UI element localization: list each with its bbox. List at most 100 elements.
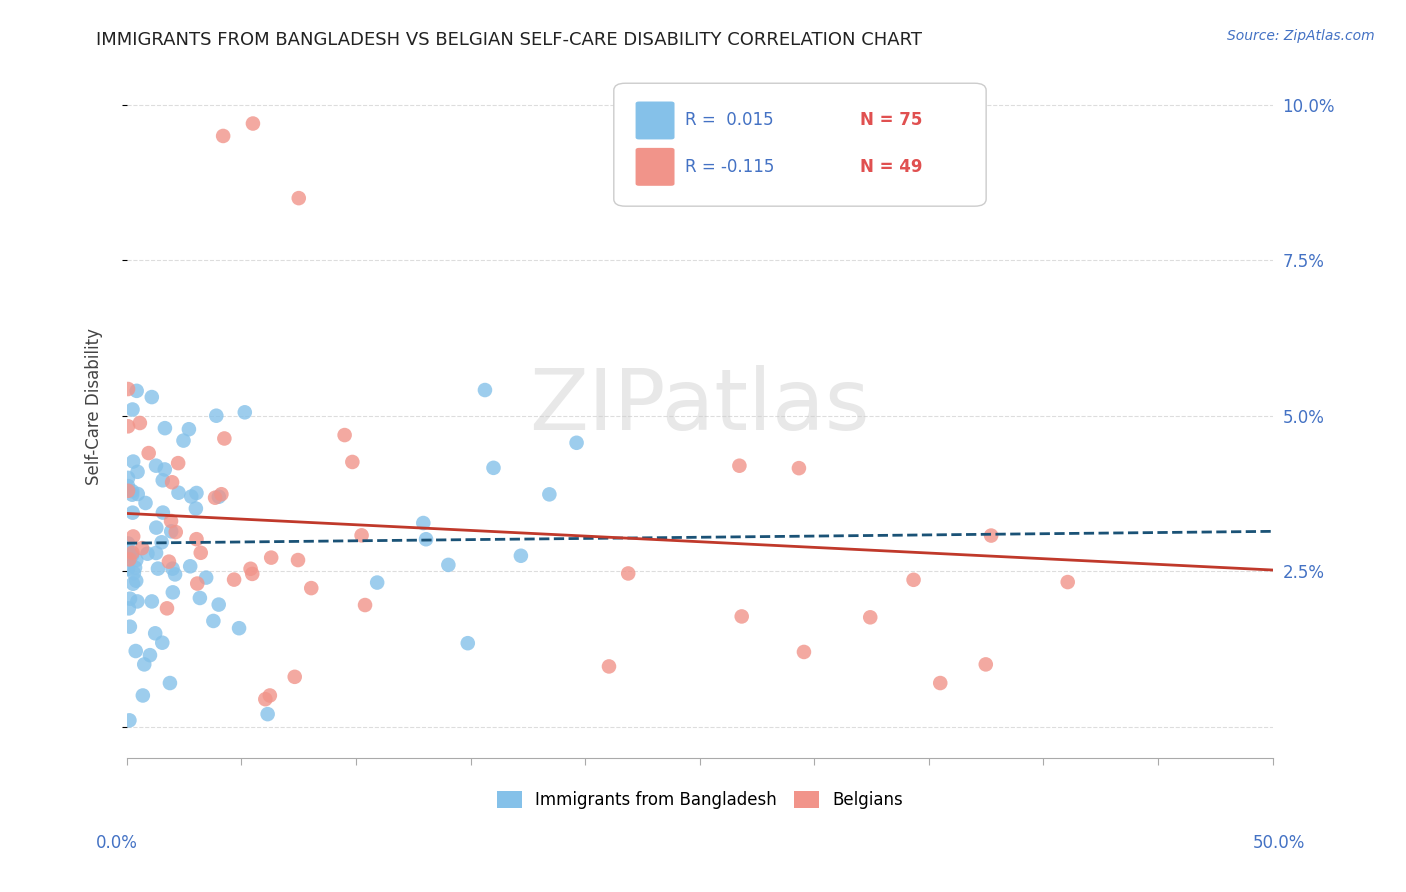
- Point: [117, 471, 139, 485]
- Point: [214, 432, 236, 446]
- Point: [132, 689, 155, 703]
- Point: [793, 645, 815, 659]
- Legend: Immigrants from Bangladesh, Belgians: Immigrants from Bangladesh, Belgians: [491, 785, 910, 816]
- Point: [157, 555, 180, 569]
- Point: [177, 422, 200, 436]
- Point: [128, 416, 150, 430]
- Point: [141, 594, 163, 608]
- Point: [145, 546, 167, 560]
- Point: [204, 491, 226, 505]
- Point: [509, 549, 531, 563]
- Point: [125, 574, 148, 588]
- Point: [903, 573, 925, 587]
- Point: [159, 676, 181, 690]
- Point: [117, 479, 139, 493]
- Point: [205, 409, 228, 423]
- Text: R =  0.015: R = 0.015: [685, 112, 773, 129]
- Point: [152, 473, 174, 487]
- Point: [117, 483, 139, 498]
- Point: [929, 676, 952, 690]
- Point: [728, 458, 751, 473]
- Point: [153, 462, 176, 476]
- Point: [437, 558, 460, 572]
- Point: [121, 484, 143, 499]
- Point: [538, 487, 561, 501]
- Point: [136, 547, 159, 561]
- Point: [209, 487, 232, 501]
- Point: [731, 609, 754, 624]
- Point: [117, 382, 139, 396]
- Point: [152, 506, 174, 520]
- Point: [167, 485, 190, 500]
- Point: [150, 636, 173, 650]
- Point: [162, 585, 184, 599]
- Point: [118, 548, 141, 562]
- Point: [208, 598, 231, 612]
- Point: [212, 128, 235, 143]
- Point: [350, 528, 373, 542]
- Point: [145, 458, 167, 473]
- Point: [118, 552, 141, 566]
- Point: [256, 707, 278, 722]
- Point: [138, 446, 160, 460]
- Point: [202, 614, 225, 628]
- Text: ZIPatlas: ZIPatlas: [530, 365, 870, 448]
- Point: [125, 384, 148, 398]
- Point: [121, 402, 143, 417]
- Y-axis label: Self-Care Disability: Self-Care Disability: [86, 328, 103, 485]
- Point: [117, 419, 139, 434]
- Point: [141, 390, 163, 404]
- Point: [354, 598, 377, 612]
- Point: [980, 528, 1002, 542]
- Text: 0.0%: 0.0%: [96, 834, 138, 852]
- Point: [150, 535, 173, 549]
- Text: N = 75: N = 75: [860, 112, 922, 129]
- Point: [145, 520, 167, 534]
- Point: [974, 657, 997, 672]
- Point: [287, 191, 309, 205]
- Point: [195, 571, 218, 585]
- Point: [186, 576, 208, 591]
- Point: [160, 475, 183, 490]
- Point: [122, 566, 145, 580]
- Text: R = -0.115: R = -0.115: [685, 158, 775, 176]
- Point: [859, 610, 882, 624]
- Point: [124, 560, 146, 574]
- Point: [474, 383, 496, 397]
- Point: [118, 591, 141, 606]
- Point: [122, 454, 145, 468]
- Point: [787, 461, 810, 475]
- Point: [415, 533, 437, 547]
- Point: [134, 657, 156, 672]
- Point: [208, 490, 231, 504]
- Point: [287, 553, 309, 567]
- Point: [186, 532, 208, 546]
- Point: [233, 405, 256, 419]
- Point: [146, 561, 169, 575]
- Point: [565, 435, 588, 450]
- Text: 50.0%: 50.0%: [1253, 834, 1305, 852]
- Point: [127, 465, 149, 479]
- Point: [228, 621, 250, 635]
- Point: [172, 434, 194, 448]
- Point: [188, 591, 211, 605]
- Point: [122, 576, 145, 591]
- Point: [127, 487, 149, 501]
- Point: [125, 553, 148, 567]
- Point: [412, 516, 434, 530]
- Point: [254, 692, 277, 706]
- Point: [242, 116, 264, 130]
- Point: [333, 428, 356, 442]
- Point: [184, 501, 207, 516]
- FancyBboxPatch shape: [636, 102, 675, 139]
- Point: [117, 562, 139, 576]
- Point: [131, 541, 153, 556]
- Point: [457, 636, 479, 650]
- Point: [342, 455, 364, 469]
- Point: [143, 626, 166, 640]
- Point: [284, 670, 307, 684]
- Point: [617, 566, 640, 581]
- Point: [156, 601, 179, 615]
- Point: [160, 514, 183, 528]
- Point: [167, 456, 190, 470]
